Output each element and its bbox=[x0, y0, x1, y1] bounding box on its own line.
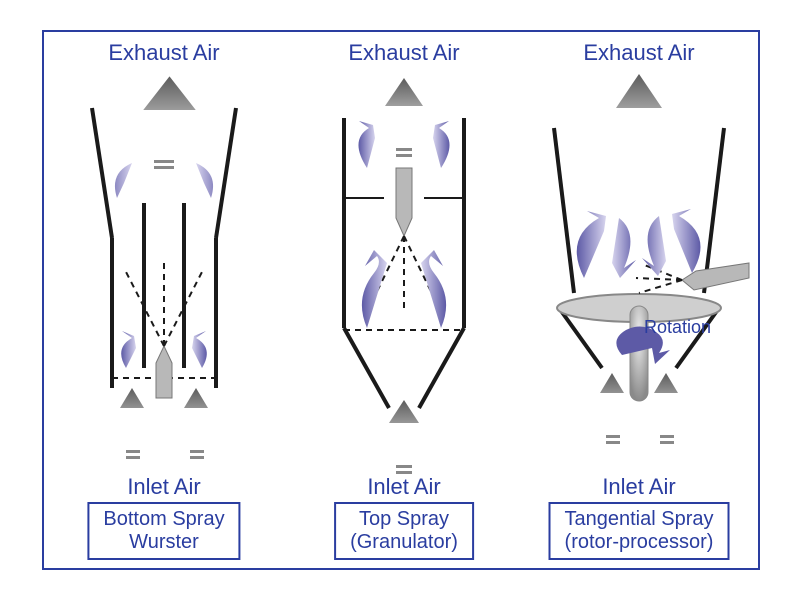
panel-label-box: Bottom Spray Wurster bbox=[87, 502, 240, 560]
label-line2: (rotor-processor) bbox=[565, 531, 714, 553]
exhaust-label: Exhaust Air bbox=[54, 40, 274, 66]
exhaust-label: Exhaust Air bbox=[299, 40, 509, 66]
exhaust-label: Exhaust Air bbox=[524, 40, 754, 66]
label-line1: Bottom Spray bbox=[103, 508, 224, 530]
inlet-label: Inlet Air bbox=[299, 474, 509, 500]
diagram-frame: Exhaust Air bbox=[42, 30, 760, 570]
panel-top-spray: Exhaust Air bbox=[299, 40, 509, 500]
nozzle-icon bbox=[156, 346, 172, 398]
label-line2: (Granulator) bbox=[350, 531, 458, 553]
panel-label-box: Top Spray (Granulator) bbox=[334, 502, 474, 560]
label-line1: Tangential Spray bbox=[565, 508, 714, 530]
u-turn-arrows-icon bbox=[358, 121, 449, 168]
scene-top-spray bbox=[299, 68, 509, 468]
inlet-arrows-icon bbox=[120, 388, 208, 459]
panel-tangential-spray: Exhaust Air bbox=[524, 40, 754, 500]
inlet-label: Inlet Air bbox=[524, 474, 754, 500]
circulation-arrows-icon bbox=[577, 209, 701, 278]
panel-bottom-spray: Exhaust Air bbox=[54, 40, 274, 500]
label-line1: Top Spray bbox=[359, 508, 449, 530]
panel-label-box: Tangential Spray (rotor-processor) bbox=[549, 502, 730, 560]
nozzle-icon bbox=[396, 168, 412, 236]
exhaust-arrow-icon bbox=[385, 78, 423, 157]
inlet-label: Inlet Air bbox=[54, 474, 274, 500]
exhaust-arrow-icon bbox=[143, 76, 196, 169]
label-line2: Wurster bbox=[129, 531, 199, 553]
rotation-label: Rotation bbox=[644, 317, 711, 337]
scene-tangential: Rotation bbox=[524, 68, 754, 468]
inlet-arrow-icon bbox=[389, 400, 419, 474]
exhaust-arrow-icon bbox=[616, 74, 662, 158]
scene-bottom-spray bbox=[54, 68, 274, 468]
